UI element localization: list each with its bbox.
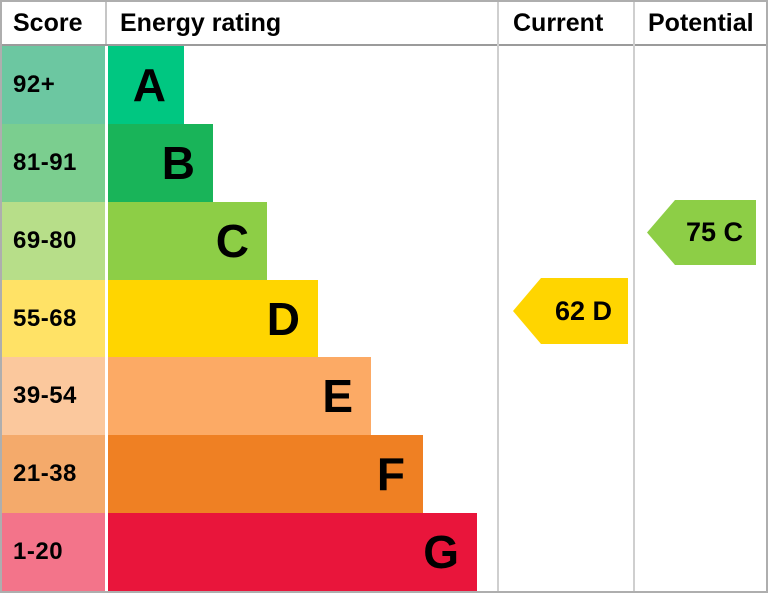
band-row-f: 21-38 F bbox=[2, 435, 766, 514]
column-header-current: Current bbox=[513, 8, 604, 37]
score-range-c: 69-80 bbox=[2, 201, 105, 280]
column-header-score: Score bbox=[13, 8, 83, 37]
band-letter-c: C bbox=[215, 214, 249, 267]
band-bar-d: D bbox=[108, 279, 318, 358]
column-divider-current bbox=[497, 2, 499, 591]
column-header-potential: Potential bbox=[648, 8, 754, 37]
current-rating-label: 62 D bbox=[554, 295, 613, 326]
column-divider-potential bbox=[633, 2, 635, 591]
band-bar-b: B bbox=[108, 123, 213, 202]
band-row-c: 69-80 C bbox=[2, 201, 766, 280]
band-letter-d: D bbox=[266, 292, 300, 345]
band-bar-a: A bbox=[108, 46, 184, 124]
band-row-g: 1-20 G bbox=[2, 513, 766, 591]
header-divider-score bbox=[105, 2, 107, 44]
score-range-f: 21-38 bbox=[2, 435, 105, 514]
column-header-energy-rating: Energy rating bbox=[120, 8, 282, 37]
band-bar-c: C bbox=[108, 201, 267, 280]
band-letter-f: F bbox=[376, 448, 405, 501]
score-range-e: 39-54 bbox=[2, 357, 105, 436]
band-row-e: 39-54 E bbox=[2, 357, 766, 436]
band-bar-g: G bbox=[108, 513, 477, 591]
table-header: Score Energy rating Current Potential bbox=[2, 2, 766, 46]
score-range-a: 92+ bbox=[2, 46, 105, 124]
band-letter-b: B bbox=[161, 136, 195, 189]
band-row-b: 81-91 B bbox=[2, 123, 766, 202]
band-bar-f: F bbox=[108, 435, 423, 514]
band-letter-e: E bbox=[322, 370, 353, 423]
score-range-g: 1-20 bbox=[2, 513, 105, 591]
band-row-a: 92+ A bbox=[2, 46, 766, 124]
band-letter-a: A bbox=[132, 58, 166, 111]
score-range-b: 81-91 bbox=[2, 123, 105, 202]
band-bar-e: E bbox=[108, 357, 371, 436]
current-rating-arrow: 62 D bbox=[513, 278, 628, 344]
band-rows: 92+ A 81-91 B 69-80 C 55-68 D 39-54 E 21… bbox=[2, 46, 766, 591]
band-row-d: 55-68 D bbox=[2, 279, 766, 358]
score-range-d: 55-68 bbox=[2, 279, 105, 358]
potential-rating-label: 75 C bbox=[685, 217, 744, 247]
band-letter-g: G bbox=[423, 526, 459, 579]
